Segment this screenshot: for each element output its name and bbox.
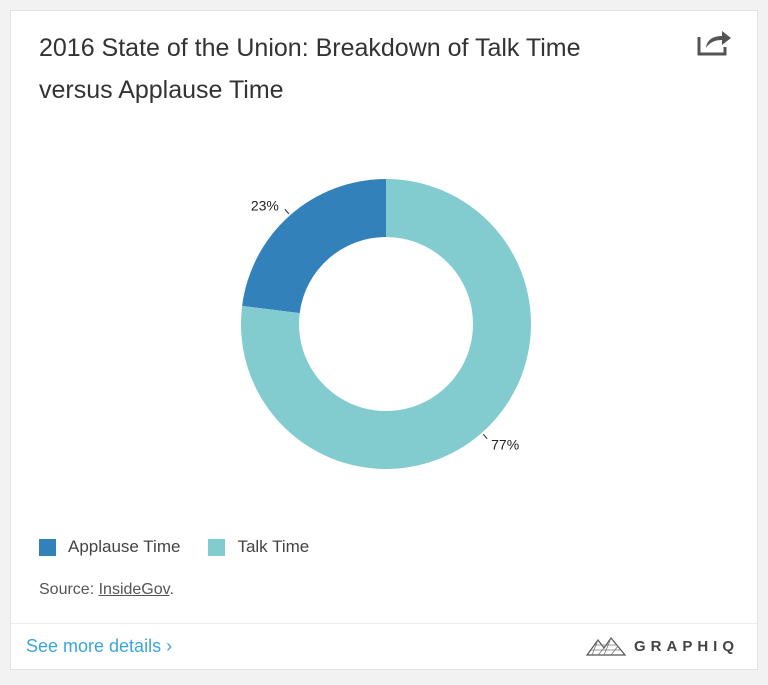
card-footer: See more details › GRAPHIQ	[11, 623, 757, 670]
see-more-details-link[interactable]: See more details ›	[26, 636, 173, 656]
brand-name: GRAPHIQ	[633, 637, 739, 655]
chart-title: 2016 State of the Union: Breakdown of Ta…	[39, 34, 581, 104]
donut-slice-talk-time[interactable]	[241, 179, 531, 470]
source-link[interactable]: InsideGov	[98, 581, 170, 598]
source-line: Source: InsideGov.	[39, 581, 174, 599]
donut-slice-applause-time[interactable]	[242, 179, 386, 314]
legend-label: Talk Time	[237, 537, 310, 556]
source-prefix: Source:	[39, 581, 99, 598]
legend-item-applause-time[interactable]: Applause Time	[39, 537, 180, 557]
graphiq-logo[interactable]: GRAPHIQ	[585, 636, 739, 656]
legend-label: Applause Time	[68, 537, 181, 556]
chart-card: 2016 State of the Union: Breakdown of Ta…	[10, 10, 758, 670]
slice-data-label: 23%	[251, 198, 279, 214]
legend-swatch	[39, 538, 56, 556]
legend: Applause Time Talk Time	[39, 537, 337, 557]
slice-leader-line	[284, 208, 290, 215]
donut-chart: 23% 77%	[241, 179, 531, 470]
legend-swatch	[208, 538, 226, 556]
source-suffix: .	[169, 581, 174, 598]
slice-data-label: 77%	[491, 436, 519, 452]
legend-item-talk-time[interactable]: Talk Time	[208, 537, 309, 557]
slice-leader-line	[482, 433, 488, 440]
share-icon[interactable]	[697, 27, 733, 57]
graphiq-mountain-icon	[585, 637, 626, 656]
